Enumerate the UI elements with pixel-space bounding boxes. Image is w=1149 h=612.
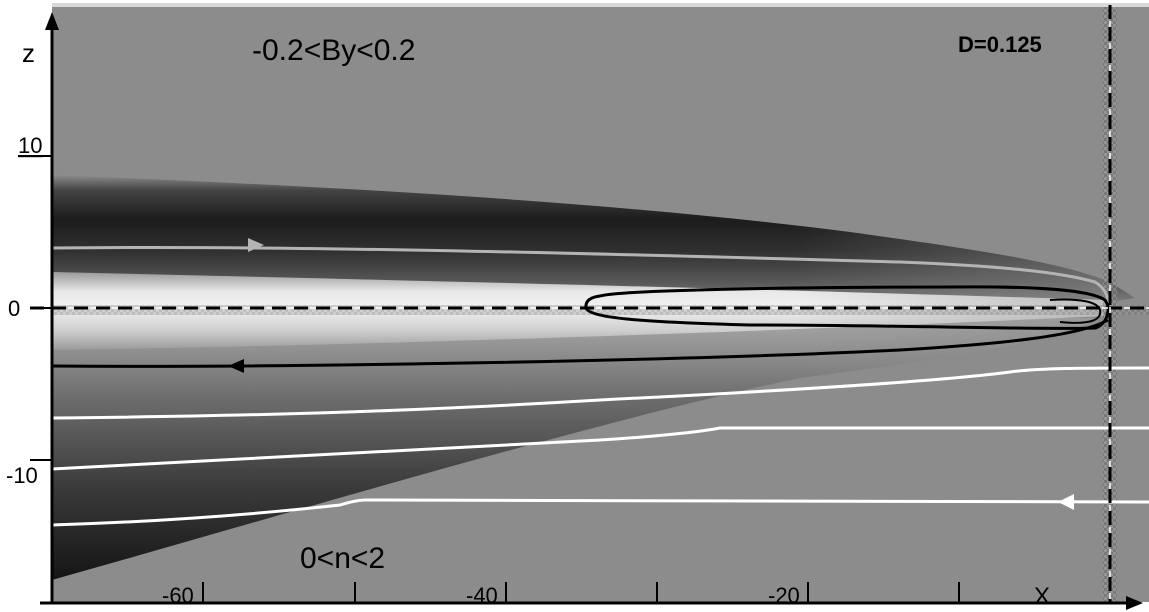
black-inner-loop — [1049, 298, 1102, 324]
z-tick-label-neg10: -10 — [6, 463, 38, 488]
z-tick-label-10: 10 — [18, 133, 42, 158]
gray-field-line — [51, 245, 1110, 305]
x-axis-label: X — [1034, 583, 1050, 610]
z-tick-label-0: 0 — [8, 296, 20, 321]
right-fade — [52, 170, 1112, 590]
white-field-line-3 — [51, 498, 1149, 527]
white-field-line-arrow — [1058, 494, 1074, 510]
by-range-annotation: -0.2<By<0.2 — [252, 34, 415, 67]
d-value-annotation: D=0.125 — [958, 32, 1042, 57]
black-field-line — [51, 318, 1109, 368]
z-axis-arrowhead — [45, 12, 59, 30]
checkered-strip-horizontal — [52, 305, 1149, 315]
x-axis-arrowhead — [1126, 596, 1143, 610]
white-field-line-1 — [51, 366, 1149, 420]
gray-field-line-arrow — [248, 238, 264, 252]
x-tick-label-40: -40 — [466, 583, 498, 608]
x-tick-label-60: -60 — [162, 583, 194, 608]
black-closed-loop — [584, 285, 1110, 330]
n-range-annotation: 0<n<2 — [300, 542, 385, 575]
black-field-line-arrow — [228, 359, 244, 373]
z-axis-label: z — [22, 38, 35, 68]
white-field-line-2 — [51, 426, 1149, 471]
x-tick-label-20: -20 — [768, 583, 800, 608]
